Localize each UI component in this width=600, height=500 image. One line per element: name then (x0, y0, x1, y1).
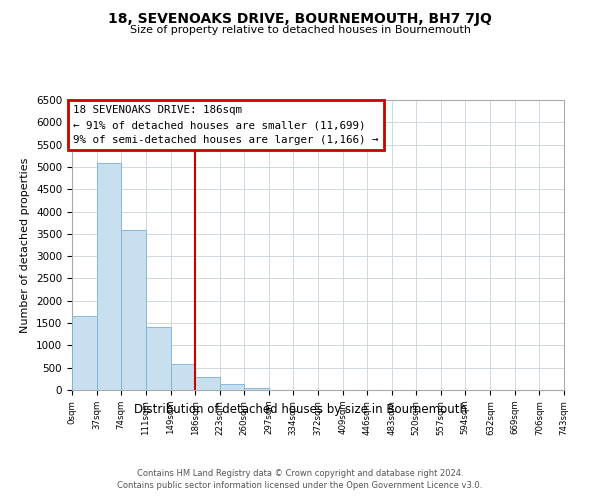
Bar (146, 326, 170, 390)
Bar (121, 230, 146, 390)
Bar (244, 388, 269, 390)
Bar (220, 384, 244, 390)
Text: Distribution of detached houses by size in Bournemouth: Distribution of detached houses by size … (133, 402, 467, 415)
Text: 18, SEVENOAKS DRIVE, BOURNEMOUTH, BH7 7JQ: 18, SEVENOAKS DRIVE, BOURNEMOUTH, BH7 7J… (108, 12, 492, 26)
Bar (170, 364, 195, 390)
Y-axis label: Number of detached properties: Number of detached properties (20, 158, 31, 332)
Bar (195, 376, 220, 390)
Text: Contains HM Land Registry data © Crown copyright and database right 2024.
Contai: Contains HM Land Registry data © Crown c… (118, 468, 482, 490)
Text: Size of property relative to detached houses in Bournemouth: Size of property relative to detached ho… (130, 25, 470, 35)
Bar (72, 316, 97, 390)
Text: 18 SEVENOAKS DRIVE: 186sqm
← 91% of detached houses are smaller (11,699)
9% of s: 18 SEVENOAKS DRIVE: 186sqm ← 91% of deta… (73, 106, 379, 145)
Bar (97, 164, 121, 390)
